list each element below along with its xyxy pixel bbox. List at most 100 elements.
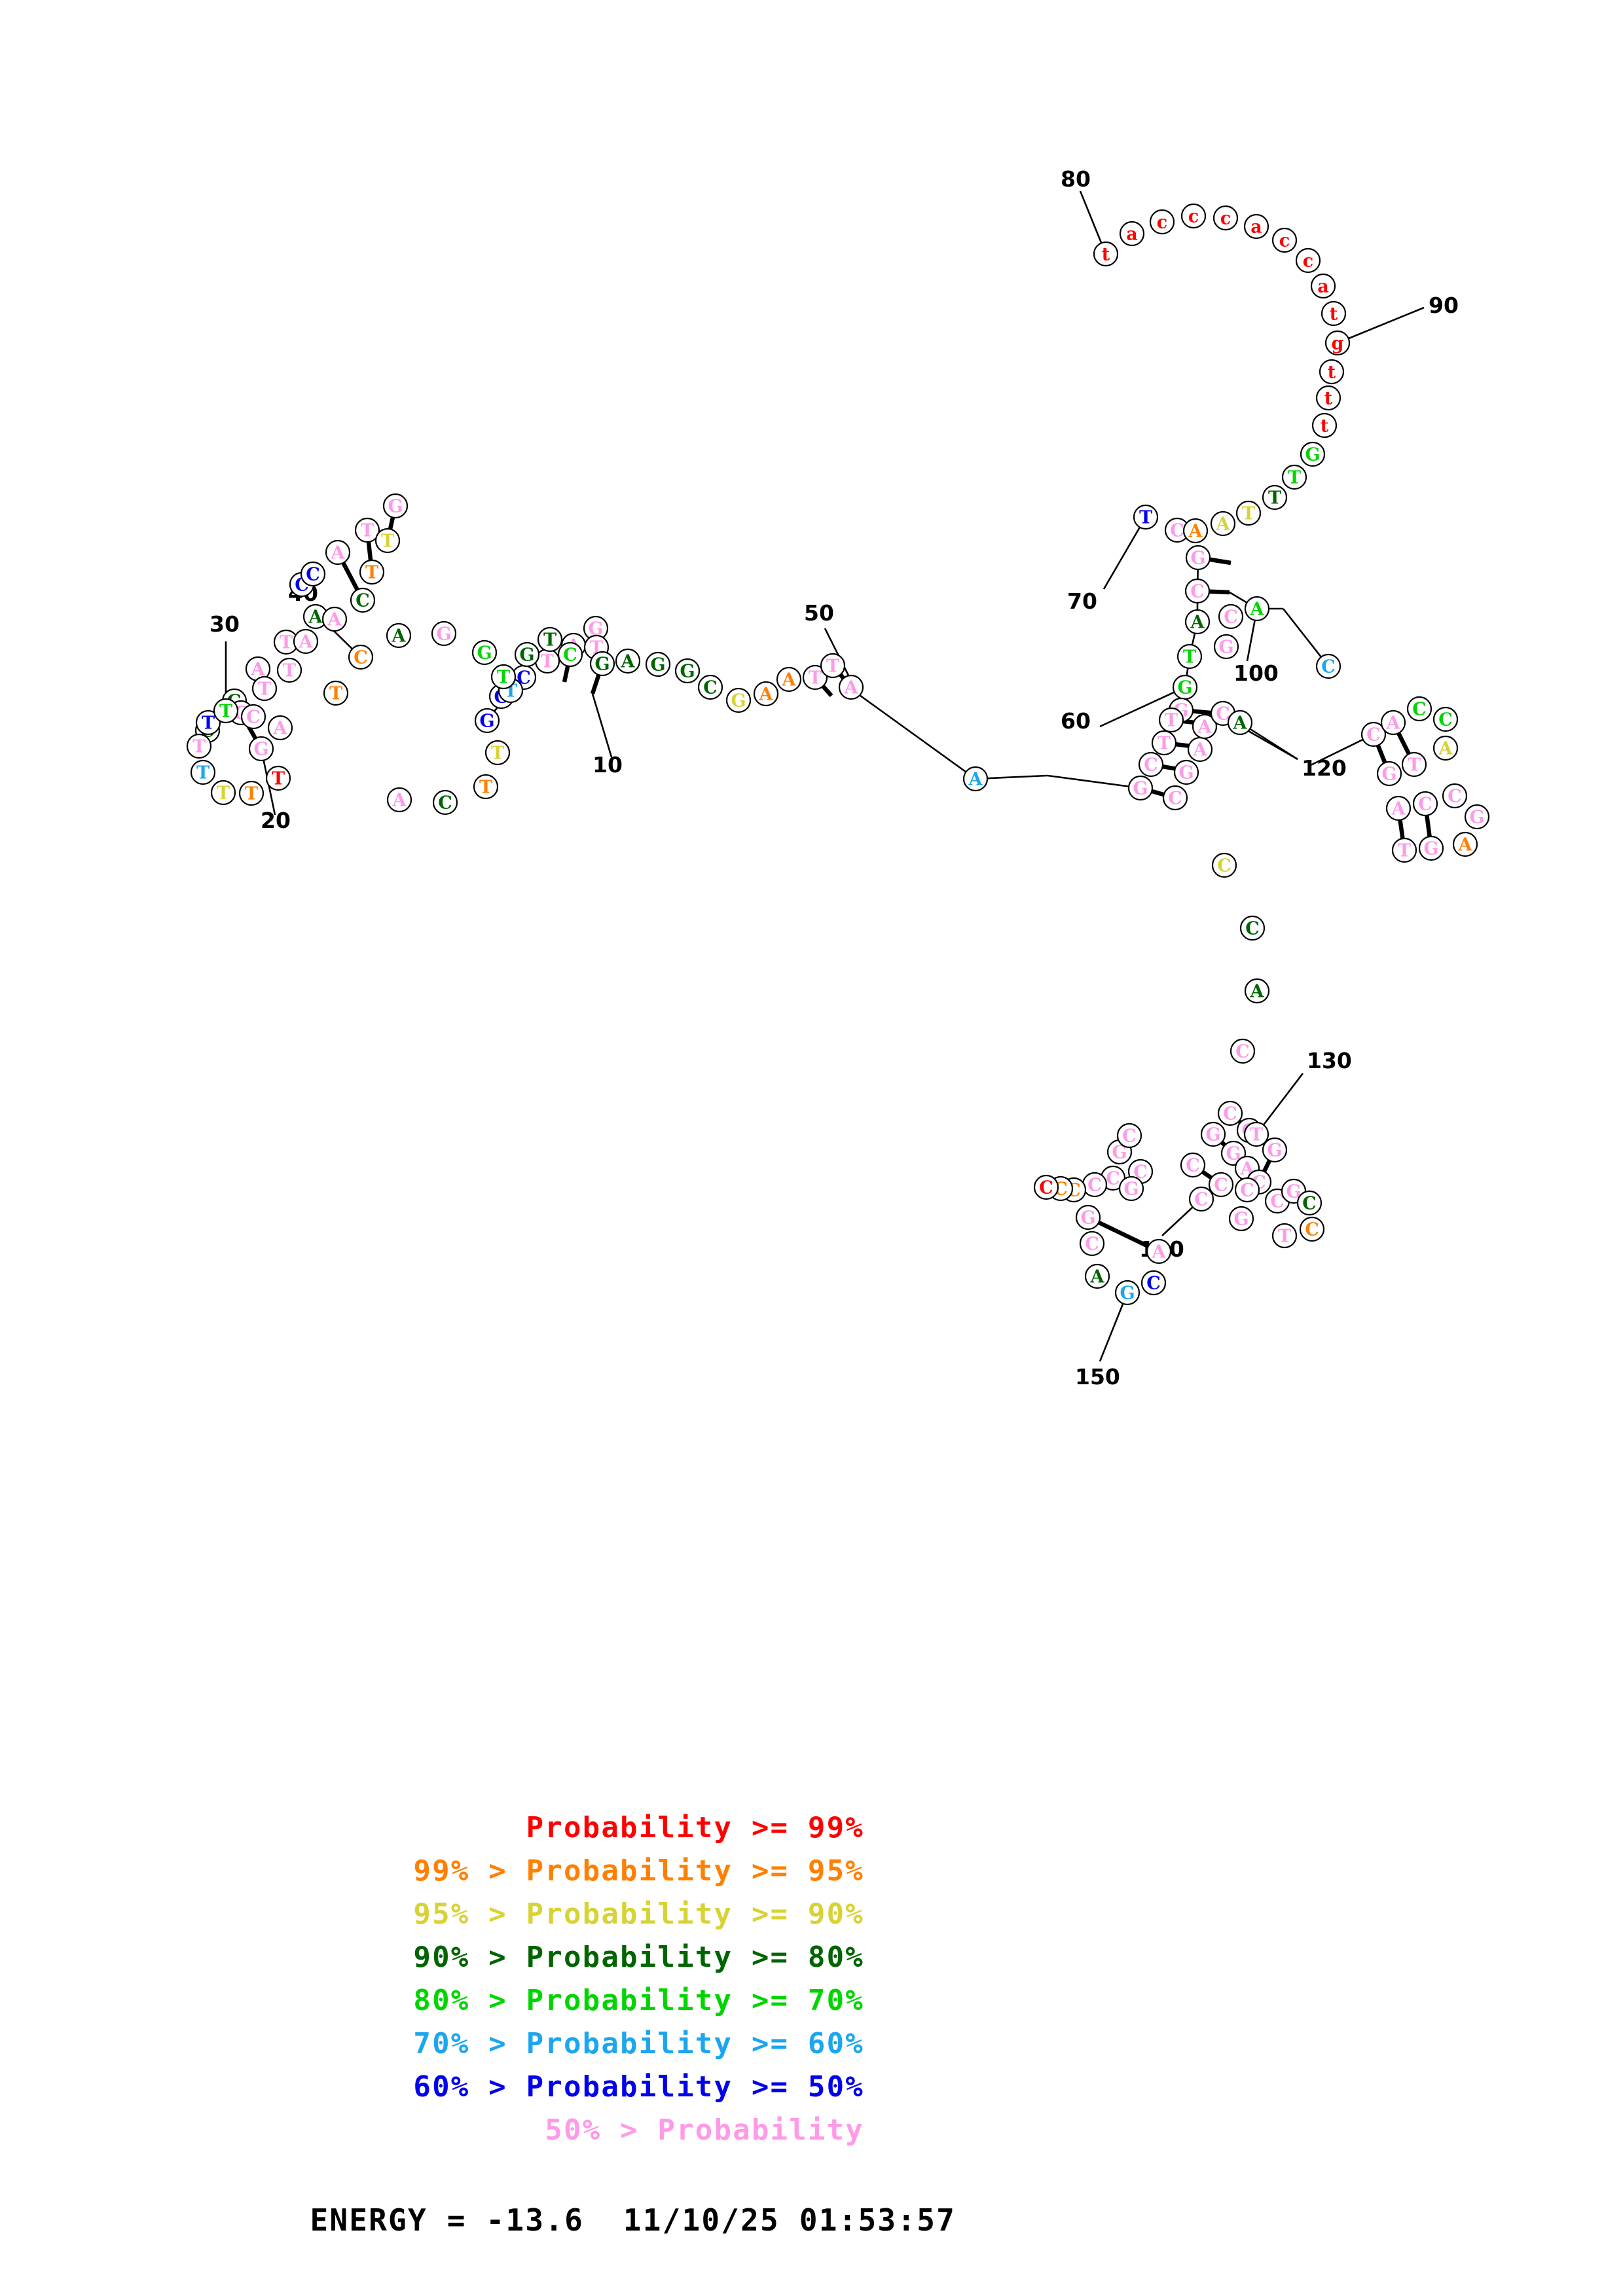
- nucleotide-5[interactable]: A: [302, 603, 329, 630]
- nucleotide-32[interactable]: T: [484, 740, 511, 766]
- nucleotide-88[interactable]: a: [1310, 273, 1336, 299]
- nucleotide-149[interactable]: G: [1114, 1280, 1140, 1306]
- nucleotide-100[interactable]: A: [1244, 596, 1270, 622]
- nucleotide-122[interactable]: C: [1217, 1100, 1243, 1126]
- nucleotide-73[interactable]: G: [1127, 775, 1154, 801]
- nucleotide-15[interactable]: A: [293, 628, 319, 655]
- nucleotide-91[interactable]: t: [1319, 359, 1345, 385]
- nucleotide-7[interactable]: C: [300, 561, 326, 587]
- nucleotide-61[interactable]: A: [962, 766, 989, 792]
- nucleotide-146[interactable]: G: [1075, 1204, 1101, 1230]
- nucleotide-147[interactable]: C: [1079, 1230, 1105, 1257]
- nucleotide-132[interactable]: C: [1188, 1186, 1214, 1212]
- nucleotide-111[interactable]: A: [1385, 795, 1412, 821]
- nucleotide-20[interactable]: G: [248, 736, 274, 762]
- nucleotide-47[interactable]: G: [514, 641, 540, 668]
- nucleotide-13[interactable]: C: [350, 587, 376, 613]
- nucleotide-115[interactable]: A: [1452, 831, 1478, 857]
- nucleotide-21[interactable]: T: [265, 765, 291, 791]
- nucleotide-22[interactable]: T: [238, 780, 264, 806]
- nucleotide-58[interactable]: T: [802, 664, 828, 691]
- nucleotide-99[interactable]: A: [1182, 518, 1209, 544]
- nucleotide-85[interactable]: a: [1243, 213, 1269, 240]
- nucleotide-103[interactable]: C: [1315, 653, 1341, 679]
- nucleotide-57[interactable]: A: [776, 666, 802, 692]
- nucleotide-105[interactable]: A: [1380, 709, 1406, 736]
- nucleotide-46[interactable]: T: [490, 664, 517, 690]
- nucleotide-74[interactable]: C: [1162, 785, 1188, 811]
- nucleotide-120[interactable]: A: [1244, 978, 1270, 1004]
- nucleotide-145[interactable]: C: [1082, 1172, 1108, 1198]
- nucleotide-123[interactable]: G: [1200, 1121, 1226, 1147]
- nucleotide-133[interactable]: G: [1228, 1206, 1254, 1232]
- nucleotide-4[interactable]: T: [273, 629, 299, 655]
- nucleotide-102[interactable]: G: [1213, 634, 1239, 660]
- nucleotide-117[interactable]: T: [1391, 837, 1417, 863]
- nucleotide-62[interactable]: T: [1133, 504, 1159, 530]
- nucleotide-75[interactable]: G: [1173, 759, 1199, 785]
- nucleotide-10[interactable]: G: [382, 493, 409, 519]
- nucleotide-29[interactable]: A: [386, 787, 412, 813]
- nucleotide-70[interactable]: T: [1158, 707, 1184, 733]
- nucleotide-41[interactable]: T: [323, 680, 349, 706]
- nucleotide-113[interactable]: C: [1442, 783, 1468, 809]
- nucleotide-55[interactable]: G: [725, 687, 752, 713]
- nucleotide-82[interactable]: c: [1149, 209, 1175, 235]
- nucleotide-93[interactable]: t: [1311, 412, 1338, 439]
- nucleotide-139[interactable]: T: [1271, 1223, 1298, 1249]
- nucleotide-56[interactable]: A: [753, 681, 779, 707]
- nucleotide-71[interactable]: T: [1151, 730, 1177, 756]
- nucleotide-54[interactable]: C: [697, 674, 723, 700]
- nucleotide-124[interactable]: C: [1180, 1152, 1206, 1178]
- nucleotide-109[interactable]: T: [1401, 751, 1427, 778]
- nucleotide-151[interactable]: A: [1146, 1238, 1172, 1265]
- nucleotide-90[interactable]: g: [1324, 330, 1351, 356]
- nucleotide-144[interactable]: G: [1118, 1175, 1144, 1202]
- nucleotide-26[interactable]: T: [195, 709, 221, 736]
- nucleotide-84[interactable]: c: [1213, 205, 1239, 231]
- nucleotide-142[interactable]: C: [1116, 1122, 1142, 1149]
- nucleotide-31[interactable]: T: [473, 774, 499, 800]
- nucleotide-59[interactable]: T: [820, 653, 846, 679]
- nucleotide-108[interactable]: A: [1432, 735, 1459, 761]
- nucleotide-66[interactable]: A: [1184, 609, 1211, 635]
- nucleotide-134[interactable]: C: [1234, 1177, 1260, 1203]
- nucleotide-116[interactable]: G: [1418, 835, 1444, 861]
- nucleotide-97[interactable]: T: [1235, 500, 1262, 526]
- nucleotide-130[interactable]: G: [1262, 1137, 1288, 1163]
- nucleotide-114[interactable]: G: [1464, 804, 1490, 830]
- nucleotide-129[interactable]: T: [1243, 1121, 1269, 1147]
- nucleotide-67[interactable]: T: [1176, 643, 1203, 670]
- nucleotide-64[interactable]: G: [1185, 545, 1211, 571]
- nucleotide-121[interactable]: C: [1230, 1038, 1256, 1064]
- nucleotide-79[interactable]: A: [1227, 709, 1253, 736]
- nucleotide-28[interactable]: C: [240, 704, 266, 730]
- nucleotide-106[interactable]: C: [1406, 696, 1432, 722]
- nucleotide-51[interactable]: A: [615, 648, 641, 674]
- nucleotide-137[interactable]: C: [1296, 1190, 1322, 1216]
- nucleotide-65[interactable]: C: [1184, 578, 1211, 604]
- nucleotide-96[interactable]: T: [1262, 484, 1288, 511]
- nucleotide-48[interactable]: T: [537, 626, 563, 653]
- nucleotide-95[interactable]: T: [1281, 464, 1307, 490]
- nucleotide-86[interactable]: c: [1271, 227, 1298, 253]
- nucleotide-119[interactable]: C: [1239, 915, 1266, 941]
- nucleotide-43[interactable]: A: [386, 622, 412, 649]
- nucleotide-16[interactable]: T: [276, 657, 302, 683]
- nucleotide-94[interactable]: G: [1300, 441, 1326, 467]
- nucleotide-11[interactable]: T: [374, 528, 401, 554]
- nucleotide-112[interactable]: C: [1412, 791, 1438, 817]
- nucleotide-92[interactable]: t: [1315, 385, 1341, 411]
- nucleotide-52[interactable]: G: [645, 651, 671, 677]
- nucleotide-98[interactable]: A: [1210, 511, 1236, 537]
- nucleotide-14[interactable]: A: [321, 606, 348, 632]
- nucleotide-24[interactable]: T: [190, 759, 216, 785]
- nucleotide-38[interactable]: G: [583, 615, 609, 641]
- nucleotide-154[interactable]: C: [1033, 1174, 1059, 1200]
- nucleotide-83[interactable]: c: [1180, 203, 1207, 229]
- nucleotide-118[interactable]: C: [1211, 852, 1237, 878]
- nucleotide-110[interactable]: G: [1376, 761, 1402, 787]
- nucleotide-150[interactable]: C: [1140, 1270, 1167, 1296]
- nucleotide-42[interactable]: C: [348, 644, 374, 670]
- nucleotide-76[interactable]: A: [1187, 736, 1213, 762]
